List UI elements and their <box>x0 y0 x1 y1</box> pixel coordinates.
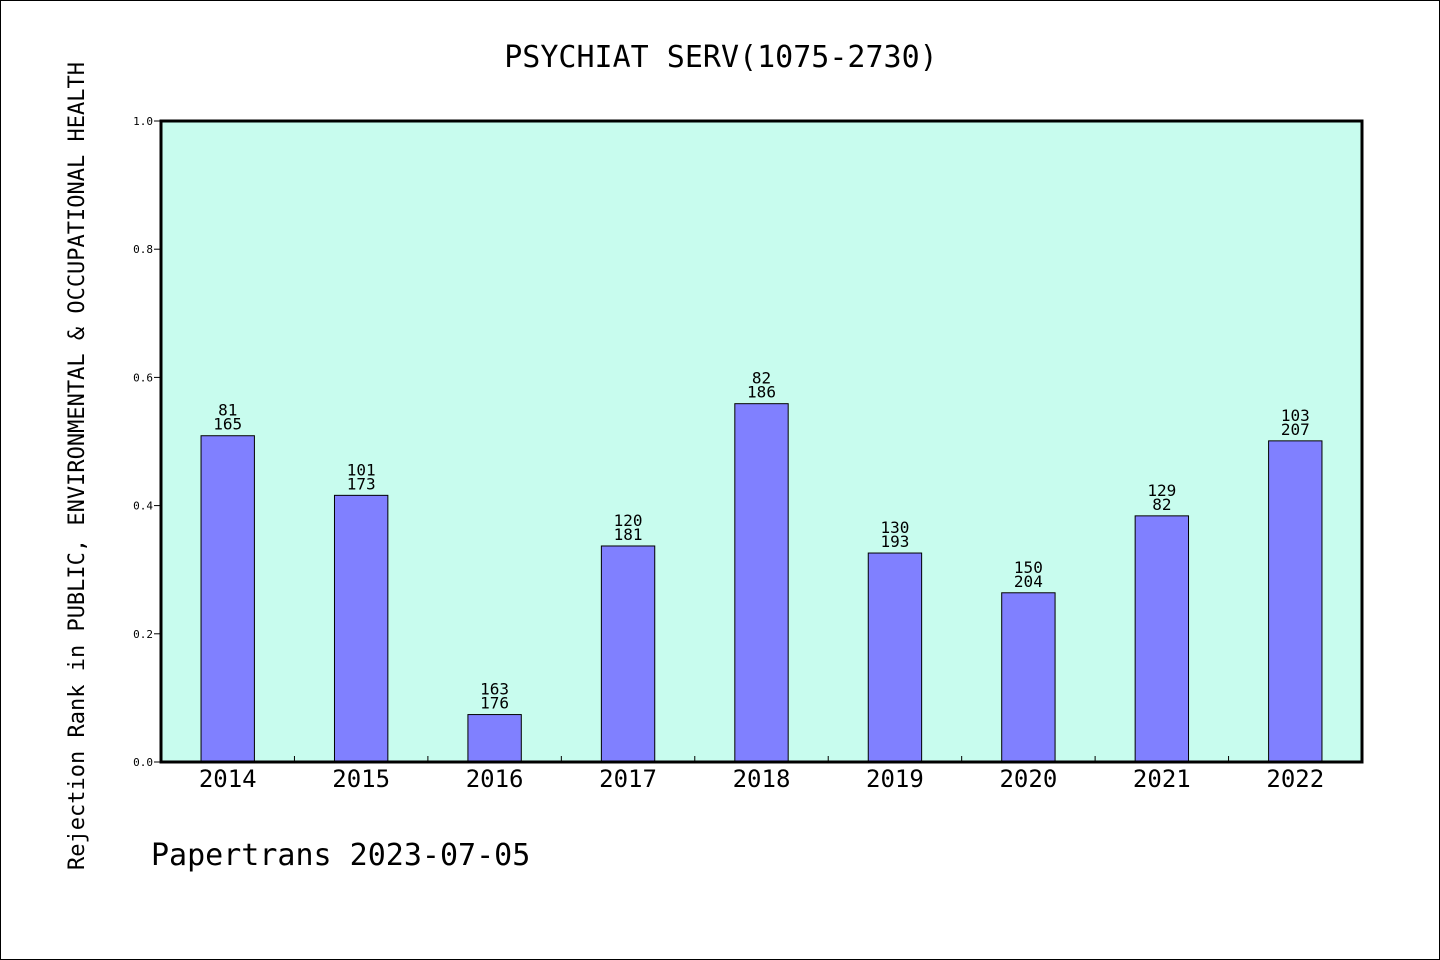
x-tick-label: 2019 <box>866 765 924 793</box>
bar-2015 <box>333 494 389 763</box>
bar-2019 <box>867 552 923 763</box>
bar-label-top: 130 <box>880 518 909 537</box>
x-tick-label: 2022 <box>1266 765 1324 793</box>
bar-label-top: 129 <box>1147 481 1176 500</box>
bar-2018 <box>734 403 789 763</box>
y-axis: 0.0 0.2 0.4 0.6 0.8 1.0 <box>133 115 161 769</box>
y-tick-label: 0.2 <box>133 628 153 641</box>
y-tick-label: 1.0 <box>133 115 153 128</box>
bar-label-bottom: 207 <box>1281 420 1310 439</box>
bar-label-top: 82 <box>752 369 771 388</box>
y-tick-label: 0.0 <box>133 756 153 769</box>
y-tick-label: 0.6 <box>133 371 153 384</box>
x-tick-label: 2015 <box>332 765 390 793</box>
bar-2017 <box>600 545 656 763</box>
bar-2016 <box>467 714 522 763</box>
bar-label-top: 120 <box>614 511 643 530</box>
bar-label-bottom: 181 <box>614 525 643 544</box>
bar-label-bottom: 82 <box>1152 495 1171 514</box>
y-tick-label: 0.8 <box>133 243 153 256</box>
x-tick-label: 2020 <box>999 765 1057 793</box>
bar-label-bottom: 165 <box>213 415 242 434</box>
chart-title: PSYCHIAT SERV(1075-2730) <box>504 40 937 75</box>
bar-label-bottom: 186 <box>747 383 776 402</box>
bars <box>200 403 1323 763</box>
bar-label-top: 101 <box>347 460 376 479</box>
y-tick-label: 0.4 <box>133 500 153 513</box>
bar-labels: 8116510117316317612018182186130193150204… <box>213 369 1309 713</box>
footer-text: Papertrans 2023-07-05 <box>151 838 530 873</box>
bar-2014 <box>200 435 255 763</box>
bar-label-top: 103 <box>1281 406 1310 425</box>
x-tick-label: 2016 <box>466 765 524 793</box>
bar-label-bottom: 173 <box>347 474 376 493</box>
x-tick-label: 2017 <box>599 765 657 793</box>
bar-2021 <box>1134 515 1190 763</box>
bar-2022 <box>1268 440 1323 763</box>
bar-2020 <box>1001 592 1056 763</box>
x-axis: 2014 2015 2016 2017 2018 2019 2020 2021 2022 <box>199 756 1324 793</box>
bar-label-bottom: 193 <box>880 532 909 551</box>
bar-label-top: 81 <box>218 401 237 420</box>
bar-label-bottom: 176 <box>480 694 509 713</box>
plot-frame <box>159 119 1364 764</box>
x-tick-label: 2021 <box>1133 765 1191 793</box>
y-axis-label: Rejection Rank in PUBLIC, ENVIRONMENTAL … <box>65 62 90 870</box>
x-tick-label: 2014 <box>199 765 257 793</box>
bar-label-top: 163 <box>480 680 509 699</box>
x-tick-label: 2018 <box>733 765 791 793</box>
bar-label-top: 150 <box>1014 558 1043 577</box>
bar-label-bottom: 204 <box>1014 572 1043 591</box>
